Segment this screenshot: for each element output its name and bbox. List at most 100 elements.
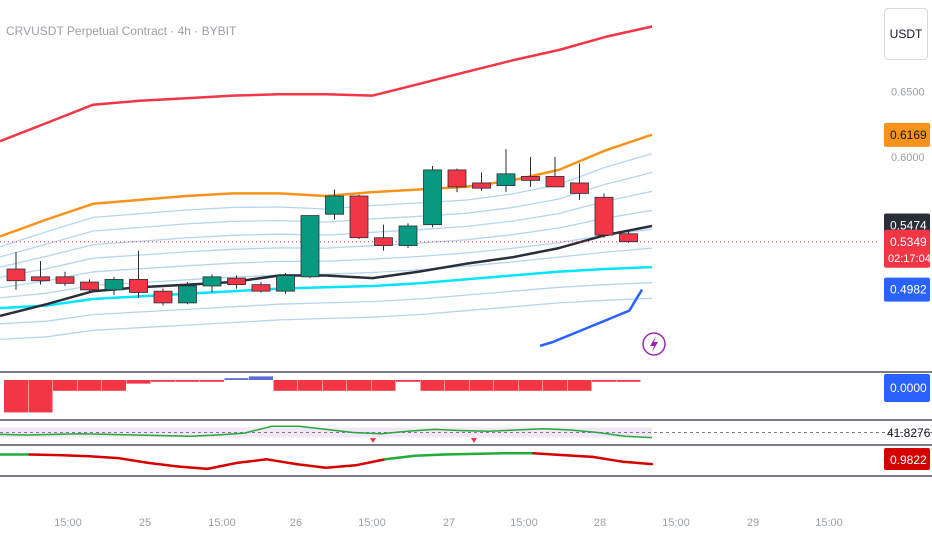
candle-body: [619, 233, 638, 243]
candle: [55, 271, 75, 286]
candle-body: [178, 285, 197, 304]
rsi-marker: [370, 438, 376, 443]
candle: [570, 163, 589, 200]
histogram-bar: [53, 380, 77, 391]
light-band-line: [0, 209, 653, 279]
price-badge-bg: [884, 277, 930, 302]
candle-body: [325, 195, 344, 215]
histogram-bar: [469, 380, 494, 391]
candle-body: [80, 281, 99, 291]
price-badge-bg: [884, 122, 930, 147]
histogram-bars: [4, 376, 641, 413]
oscillator-segment: [295, 462, 328, 469]
candle: [447, 168, 467, 193]
candle: [594, 193, 614, 238]
histogram-bar: [592, 380, 616, 382]
histogram-bar: [494, 380, 518, 391]
candle-body: [300, 215, 320, 278]
candle: [178, 282, 197, 305]
x-tick-label: 27: [443, 517, 455, 529]
price-badge: 0.4982: [884, 277, 930, 302]
candle: [227, 275, 246, 289]
candle: [202, 274, 222, 293]
candle-body: [227, 277, 246, 286]
candle: [6, 252, 26, 290]
currency-button[interactable]: USDT: [884, 8, 928, 60]
histogram-bar: [151, 380, 175, 382]
oscillator-segment: [621, 460, 654, 466]
candles: [6, 149, 638, 306]
candle: [325, 189, 344, 220]
oscillator-segment: [443, 452, 476, 456]
oscillator-segment: [117, 456, 150, 465]
candle: [619, 231, 638, 243]
histogram-bar: [28, 380, 53, 413]
ma-cyan-line: [0, 265, 653, 310]
oscillator-segment: [591, 455, 624, 463]
price-badge-label: 0.5349: [890, 235, 927, 249]
candle-body: [496, 173, 516, 186]
candle-body: [276, 275, 295, 292]
lightning-icon: [642, 332, 666, 356]
histogram-bar: [102, 380, 126, 391]
candle-body: [594, 196, 614, 236]
candle-body: [521, 176, 540, 181]
light-band-line: [0, 297, 653, 341]
rsi-marker: [471, 438, 477, 443]
histogram-bar: [347, 380, 371, 391]
candle-body: [251, 284, 271, 292]
oscillator-segment: [354, 458, 387, 467]
x-tick-label: 25: [139, 517, 151, 529]
histogram-bar: [4, 380, 28, 413]
candle-body: [570, 182, 589, 194]
histogram-bar: [322, 380, 347, 391]
histogram-bar: [298, 380, 322, 391]
price-badge: 0.5349 02:17:04: [884, 229, 931, 268]
oscillator-badge: 0.9822: [884, 448, 930, 470]
oscillator-last-label: 0.9822: [890, 453, 927, 467]
histogram-bar: [518, 380, 543, 391]
candle-body: [31, 276, 50, 282]
candle-body: [349, 195, 369, 239]
oscillator-segment: [206, 461, 239, 471]
histogram-bar: [371, 380, 396, 391]
histogram-bar: [126, 380, 151, 384]
price-badge-label: 0.5474: [890, 218, 927, 232]
candle: [153, 288, 173, 306]
y-tick-label: 0.6500: [891, 87, 925, 99]
candle: [423, 166, 442, 228]
histogram-bar: [396, 380, 420, 382]
histogram-zero-bg: [884, 374, 930, 402]
histogram-zero-badge: 0.0000: [884, 374, 930, 402]
price-badge-label: 0.6169: [890, 128, 927, 142]
candle-body: [55, 276, 75, 284]
y-tick-label: 0.6000: [891, 152, 925, 164]
oscillator-segment: [472, 452, 506, 456]
price-axis-ticks: 0.6500 0.6000: [891, 87, 925, 164]
oscillator-segment: [384, 454, 417, 461]
light-band-line: [0, 190, 653, 268]
candle-body: [545, 176, 565, 188]
candle-body: [129, 279, 148, 293]
oscillator-segment: [413, 453, 446, 457]
x-tick-label: 28: [594, 517, 606, 529]
candle-body: [202, 276, 222, 287]
candle-body: [374, 237, 393, 246]
chart-title: CRVUSDT Perpetual Contract · 4h · BYBIT: [6, 24, 237, 38]
x-tick-label: 15:00: [662, 517, 690, 529]
oscillator-segment: [146, 461, 180, 468]
histogram-bar: [543, 380, 567, 391]
candle-body: [472, 182, 491, 189]
candle: [349, 194, 369, 240]
x-tick-label: 15:00: [358, 517, 386, 529]
oscillator-segment: [235, 458, 268, 465]
candle: [104, 276, 124, 296]
histogram-zero-label: 0.0000: [890, 381, 927, 395]
histogram-bar: [200, 380, 224, 382]
candle: [398, 223, 418, 249]
light-band-line: [0, 228, 653, 289]
lightning-icon-bolt: [650, 336, 658, 352]
oscillator-badge-bg: [884, 448, 930, 470]
x-tick-label: 15:00: [54, 517, 82, 529]
